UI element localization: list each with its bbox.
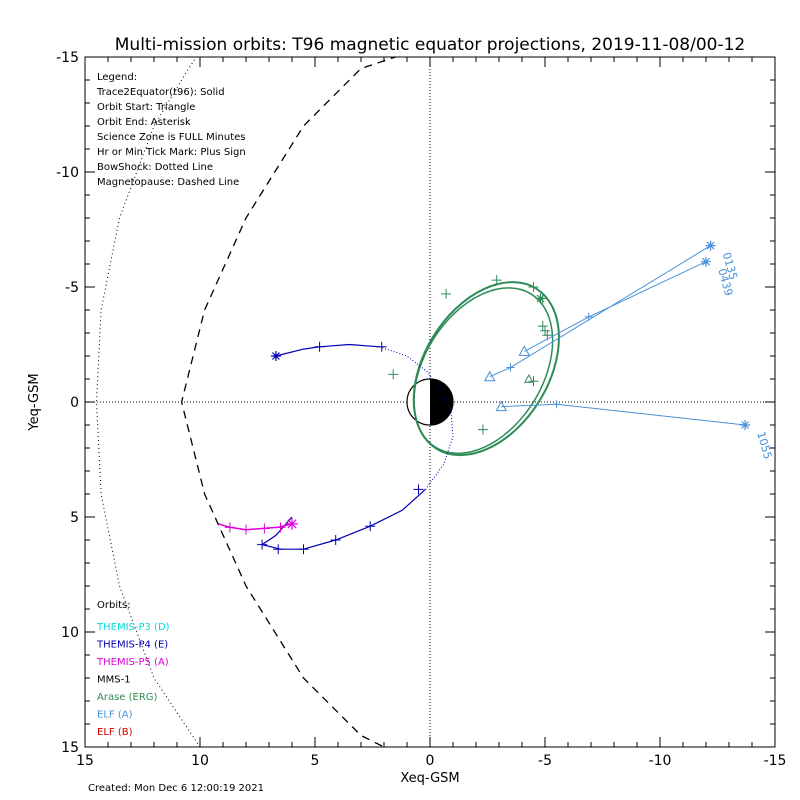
tick-mark [506, 363, 515, 372]
elf-a-track [501, 403, 746, 426]
elf-a-time-label: 1055 [754, 430, 774, 460]
orbits-legend-item: THEMIS-P3 (D) [96, 622, 170, 633]
orbits-legend-title: Orbits: [97, 600, 131, 611]
orbits-legend-item: Arase (ERG) [97, 692, 158, 703]
tick-mark [491, 275, 502, 286]
legend-line: Legend: [97, 72, 137, 83]
tick-mark [330, 535, 341, 545]
legend-line: Magnetopause: Dashed Line [97, 177, 239, 188]
tick-mark [224, 522, 235, 533]
start-marker [483, 370, 496, 382]
arase-ellipse-inner [413, 287, 554, 455]
orbits-legend-item: THEMIS-P4 (E) [96, 640, 168, 651]
start-marker [495, 400, 508, 412]
tick-mark [257, 539, 268, 550]
tick-mark [298, 544, 309, 555]
arase-orbit [388, 275, 560, 457]
tick-mark [528, 376, 539, 387]
tick-mark [365, 521, 376, 532]
y-axis-label: Yeq-GSM [27, 373, 42, 431]
tick-mark [413, 484, 424, 495]
x-axis-label: Xeq-GSM [400, 771, 459, 786]
end-marker [705, 240, 716, 251]
earth-night-side [430, 379, 453, 425]
y-tick-label: -10 [56, 165, 79, 181]
tick-mark [314, 341, 325, 352]
end-marker [740, 420, 751, 430]
themis-p4-track [275, 343, 380, 357]
tick-mark [259, 523, 270, 534]
x-tick-label: -15 [764, 753, 787, 769]
end-marker [270, 351, 281, 361]
tick-mark [376, 341, 387, 352]
orbits-legend-item: ELF (B) [97, 727, 133, 738]
legend-block: Legend: Trace2Equator(t96): Solid Orbit St… [96, 72, 246, 188]
y-tick-label: 15 [61, 740, 79, 756]
themis-p5-orbit [218, 517, 298, 535]
start-marker [518, 345, 531, 356]
arase-ellipse [412, 281, 560, 457]
tick-mark [241, 524, 251, 535]
orbits-legend-item: MMS-1 [97, 675, 131, 686]
legend-line: Hr or Min Tick Mark: Plus Sign [97, 147, 246, 158]
x-tick-label: -5 [538, 753, 552, 769]
orbits-legend-block: Orbits: THEMIS-P3 (D) THEMIS-P4 (E) THEMIS-… [96, 600, 170, 738]
x-tick-label: 15 [76, 753, 94, 769]
legend-line: Trace2Equator(t96): Solid [96, 87, 225, 98]
legend-line: BowShock: Dotted Line [97, 162, 213, 173]
tick-mark [528, 282, 539, 292]
axis-ticks: 15 10 5 0 -5 -10 -15 -15 -10 -5 0 5 10 15 [56, 50, 786, 769]
x-tick-label: 0 [426, 753, 435, 769]
y-tick-label: -5 [65, 280, 79, 296]
tick-mark [540, 325, 550, 336]
chart-title: Multi-mission orbits: T96 magnetic equat… [115, 35, 746, 55]
themis-p4-orbit [257, 341, 454, 555]
tick-mark [537, 321, 548, 332]
orbits-legend-item: ELF (A) [97, 710, 133, 721]
tick-mark [584, 312, 593, 321]
orbits-legend-item: THEMIS-P5 (A) [96, 657, 169, 668]
x-tick-label: -10 [649, 753, 672, 769]
x-tick-label: 10 [191, 753, 209, 769]
end-marker [286, 517, 298, 530]
created-timestamp: Created: Mon Dec 6 12:00:19 2021 [88, 783, 264, 794]
tick-mark [441, 288, 452, 299]
tick-mark [275, 522, 286, 533]
earth-symbol [406, 378, 454, 426]
x-tick-label: 5 [311, 753, 320, 769]
start-marker [524, 373, 534, 383]
legend-line: Orbit Start: Triangle [97, 102, 195, 113]
tick-mark [552, 400, 561, 409]
y-tick-label: 10 [61, 625, 79, 641]
y-tick-label: -15 [56, 50, 79, 66]
end-marker [701, 256, 711, 267]
themis-p4-track [260, 488, 426, 550]
legend-line: Orbit End: Asterisk [97, 117, 191, 128]
tick-mark [273, 544, 284, 555]
y-tick-label: 0 [70, 395, 79, 411]
y-tick-label: 5 [70, 510, 79, 526]
end-marker [535, 293, 546, 304]
legend-line: Science Zone is FULL Minutes [97, 132, 246, 143]
tick-mark [477, 424, 488, 435]
bow-shock-path [95, 57, 201, 747]
bow-shock-line [95, 57, 201, 747]
tick-mark [388, 369, 399, 380]
